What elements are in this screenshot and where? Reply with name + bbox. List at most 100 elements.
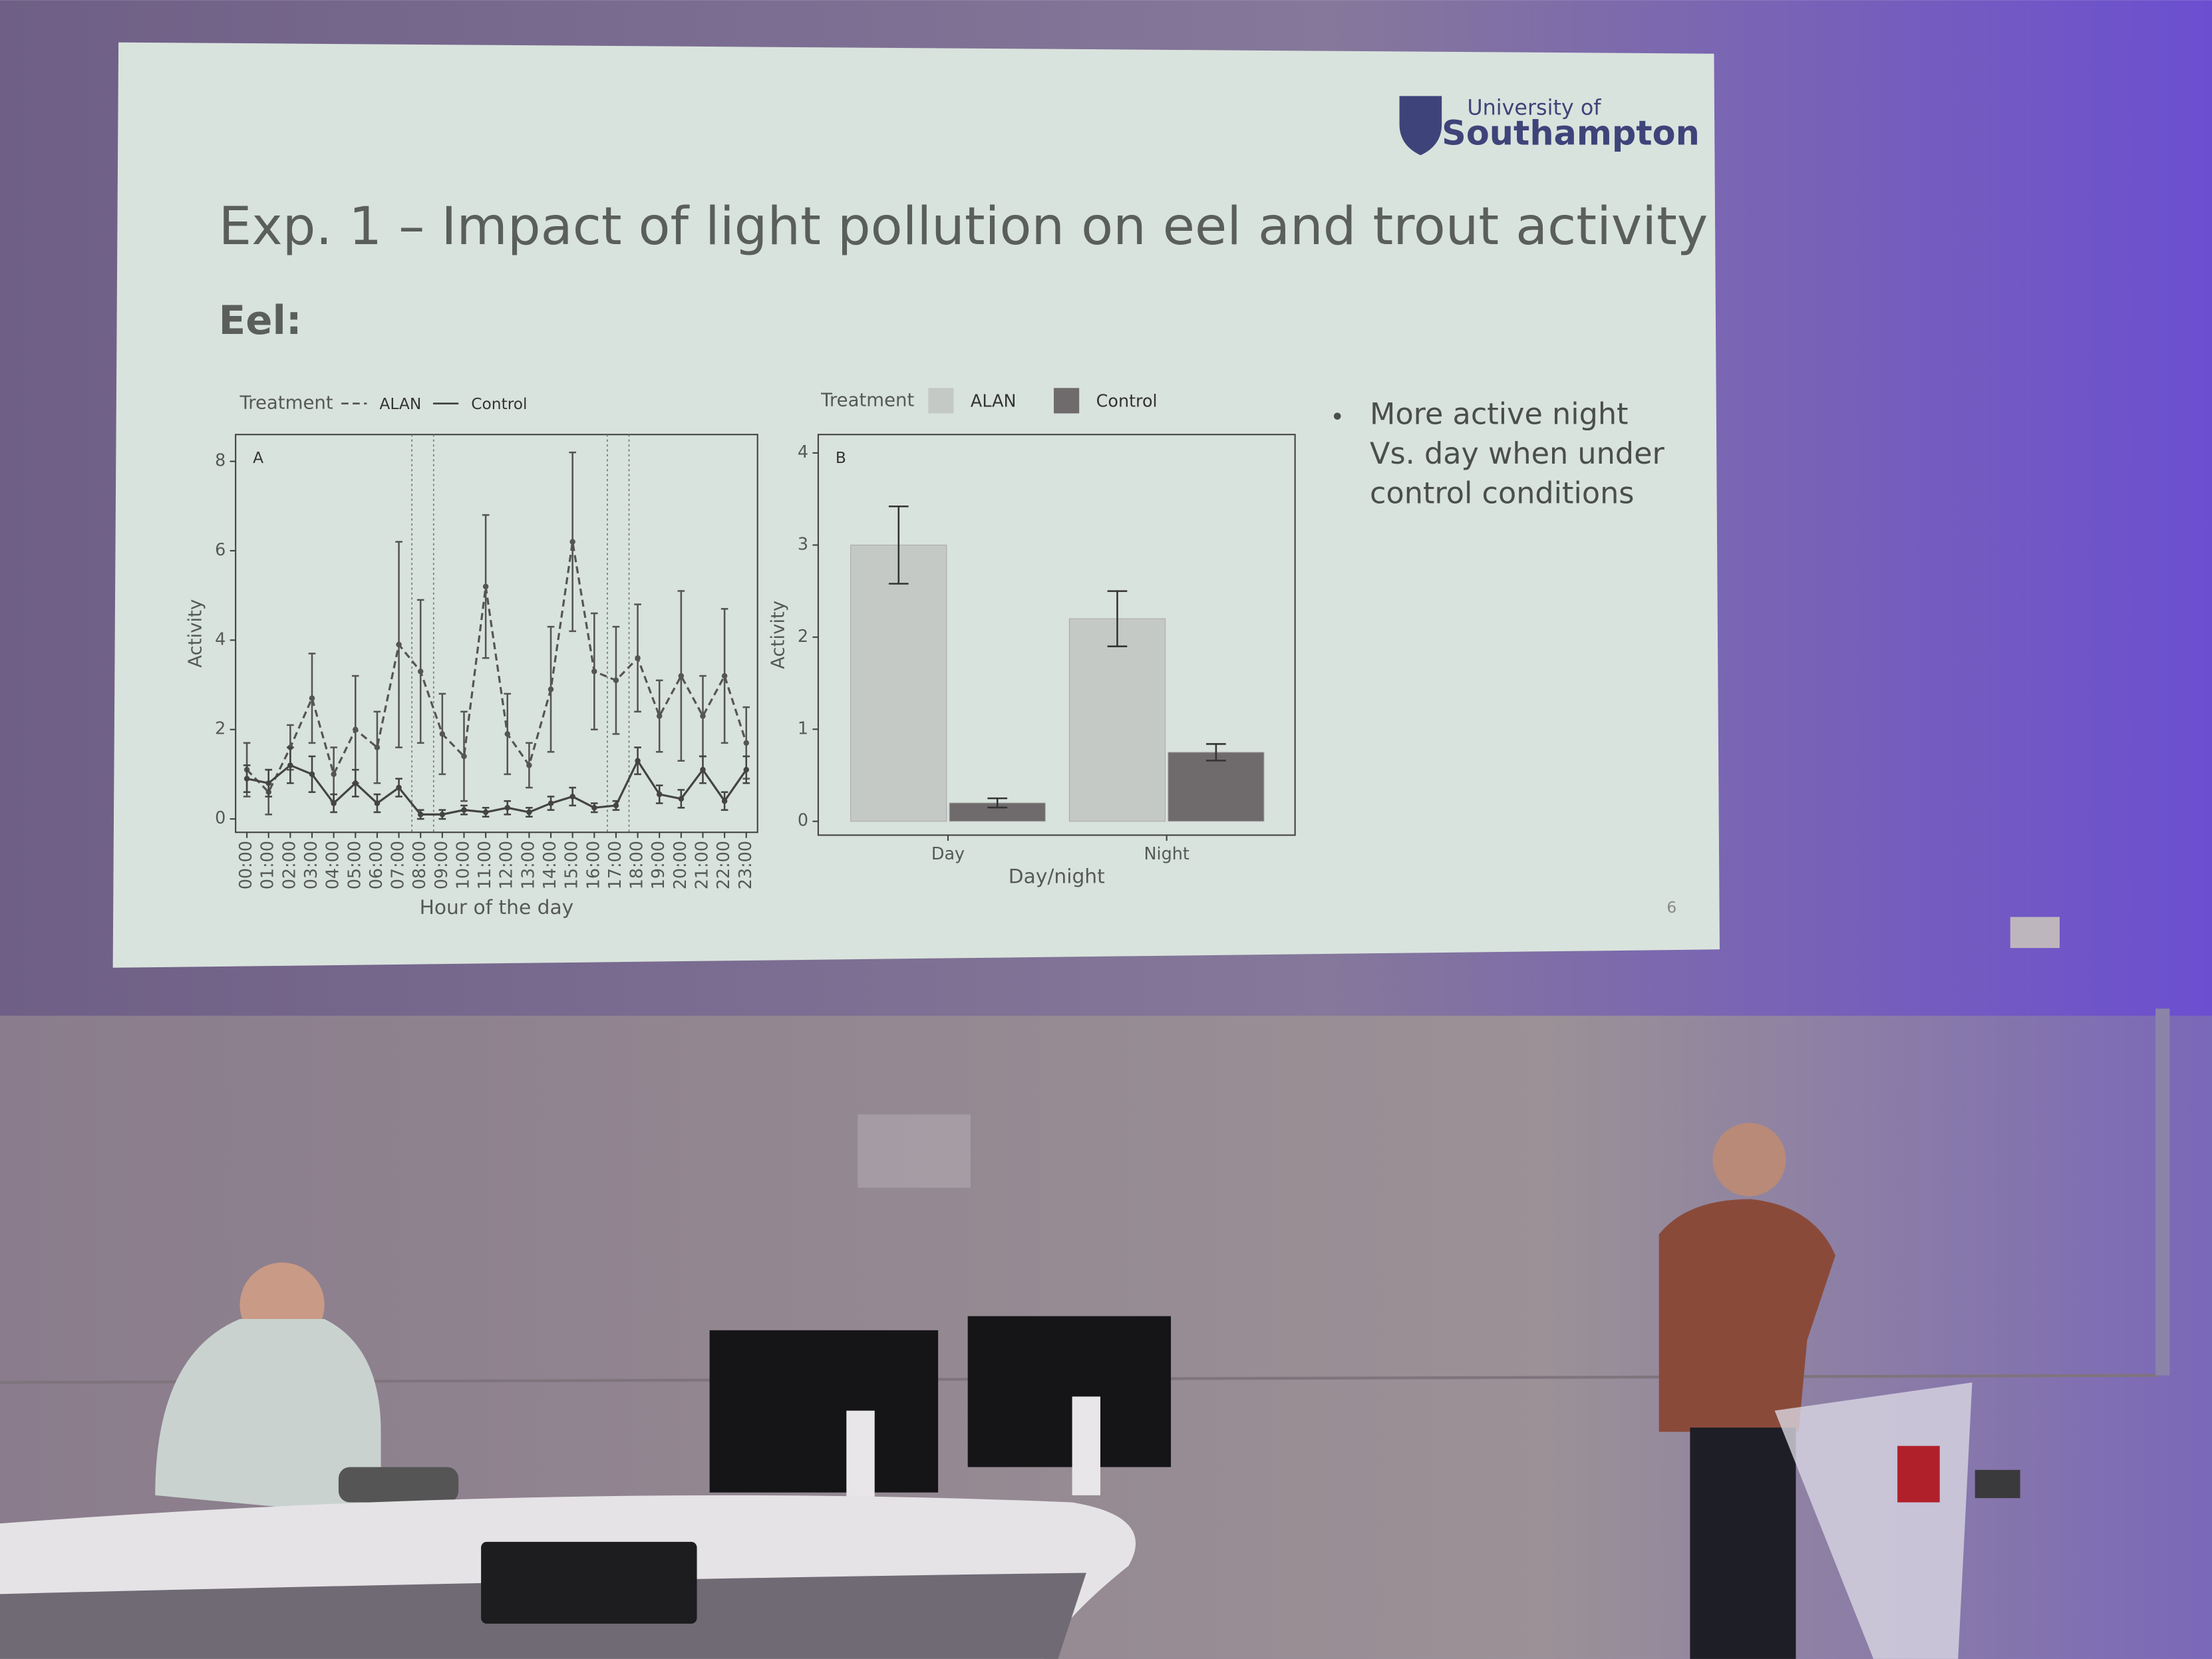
data-point	[526, 809, 532, 816]
page-number: 6	[1666, 899, 1676, 917]
socket	[1975, 1469, 2020, 1499]
slide-subtitle: Eel:	[219, 298, 302, 344]
data-point	[700, 766, 706, 773]
seated-person	[155, 1263, 459, 1517]
legend-label: Control	[471, 395, 527, 413]
data-point	[353, 726, 359, 732]
x-axis-label: Day/night	[1009, 865, 1105, 888]
data-point	[396, 641, 402, 648]
data-point	[417, 669, 424, 675]
data-point	[504, 731, 510, 737]
data-point	[591, 805, 597, 811]
x-tick-label: 21:00	[691, 841, 711, 889]
x-tick-label: 23:00	[735, 841, 755, 889]
data-point	[656, 713, 663, 719]
data-point	[569, 794, 575, 800]
x-tick-label: 01:00	[257, 841, 277, 889]
data-point	[743, 766, 750, 773]
y-tick-label: 2	[215, 718, 226, 738]
x-tick-label: 05:00	[344, 841, 364, 889]
data-point	[243, 776, 250, 782]
x-tick-label: 11:00	[474, 841, 494, 889]
data-point	[526, 762, 532, 768]
x-tick-label: 19:00	[648, 841, 668, 889]
data-point	[417, 812, 424, 818]
x-tick-label: 16:00	[583, 841, 603, 889]
x-axis-label: Hour of the day	[420, 895, 574, 919]
x-tick-label: Day	[931, 843, 965, 863]
data-point	[613, 802, 619, 809]
x-tick-label: 22:00	[713, 841, 733, 889]
panel-label: B	[836, 449, 846, 467]
data-point	[678, 796, 685, 802]
panel-label: A	[253, 449, 263, 467]
x-tick-label: 18:00	[627, 841, 647, 889]
slide-title: Exp. 1 – Impact of light pollution on ee…	[219, 196, 1708, 257]
x-tick-label: 06:00	[366, 841, 386, 889]
data-point	[309, 695, 315, 701]
lectern-crest	[1897, 1445, 1940, 1503]
data-point	[504, 805, 510, 811]
x-tick-label: 20:00	[670, 841, 690, 889]
logo-shield	[1399, 96, 1442, 156]
y-tick-label: 3	[798, 533, 808, 553]
y-axis-label: Activity	[768, 601, 789, 669]
x-tick-label: 03:00	[301, 841, 321, 889]
x-tick-label: 00:00	[236, 841, 255, 889]
data-point	[721, 798, 728, 804]
x-tick-label: 07:00	[388, 841, 408, 889]
data-point	[613, 677, 619, 684]
bullet-text: Vs. day when under	[1370, 436, 1664, 471]
logo-text: University of	[1467, 95, 1601, 120]
data-point	[591, 669, 597, 675]
legend-key	[1054, 388, 1080, 414]
x-tick-label: 13:00	[518, 841, 538, 889]
data-point	[569, 539, 575, 545]
data-point	[678, 673, 685, 679]
reflection	[858, 1114, 971, 1188]
data-point	[439, 731, 446, 737]
plot-frame	[235, 434, 758, 833]
series-line	[245, 541, 748, 794]
series-line	[246, 758, 748, 816]
data-point	[265, 780, 271, 786]
data-point	[635, 655, 641, 661]
y-tick-label: 6	[215, 539, 226, 559]
bar	[1068, 618, 1166, 822]
y-tick-label: 8	[215, 450, 226, 470]
data-point	[482, 809, 489, 816]
data-point	[287, 762, 293, 768]
data-point	[309, 771, 315, 778]
data-point	[374, 744, 381, 750]
data-point	[331, 771, 337, 778]
x-tick-label: 09:00	[431, 841, 451, 889]
data-point	[461, 753, 467, 760]
monitors	[709, 1316, 1172, 1524]
x-tick-label: 10:00	[452, 841, 472, 889]
presenter	[1659, 1123, 1835, 1659]
legend-label: Control	[1096, 390, 1158, 410]
y-tick-label: 0	[215, 808, 226, 828]
y-tick-label: 0	[798, 810, 808, 830]
data-point	[482, 583, 489, 589]
data-point	[548, 686, 554, 692]
x-tick-label: 17:00	[605, 841, 625, 889]
x-tick-label: 14:00	[540, 841, 559, 889]
data-point	[656, 791, 663, 798]
data-point	[396, 784, 402, 791]
logo-text: Southampton	[1442, 114, 1700, 154]
y-tick-label: 4	[215, 629, 226, 649]
bar	[1168, 752, 1265, 822]
x-tick-label: Night	[1144, 843, 1189, 863]
legend-label: ALAN	[971, 390, 1017, 410]
wall-edge	[2155, 1008, 2170, 1376]
data-point	[548, 800, 554, 806]
legend-title: Treatment	[239, 392, 333, 414]
data-point	[439, 812, 446, 818]
data-point	[721, 673, 728, 679]
projected-slide	[112, 42, 1720, 968]
data-point	[374, 800, 381, 806]
x-tick-label: 15:00	[561, 841, 581, 889]
